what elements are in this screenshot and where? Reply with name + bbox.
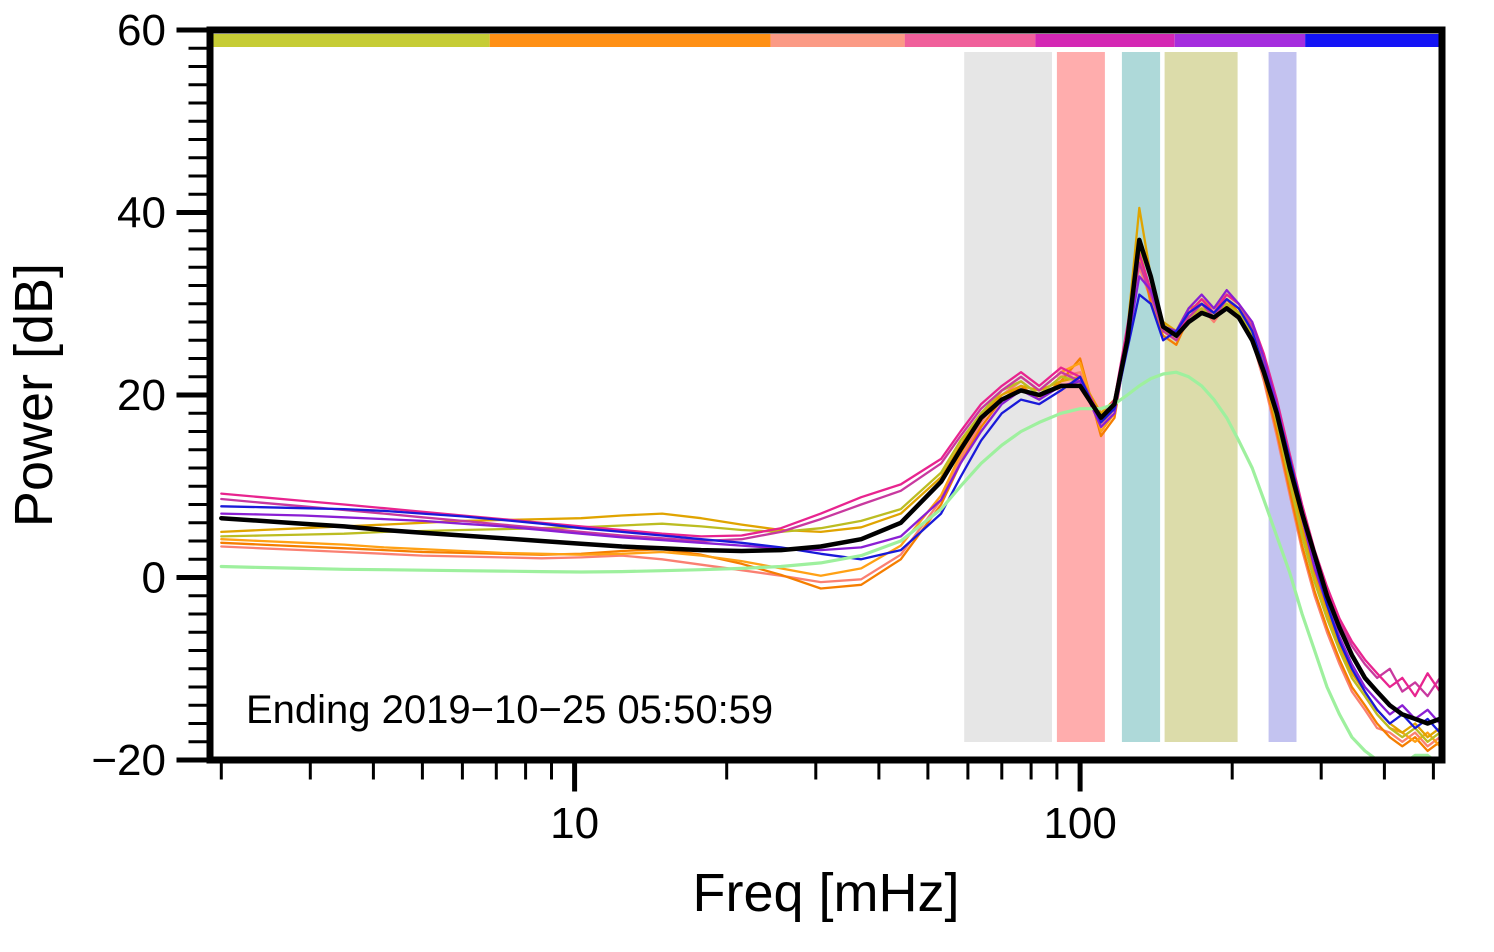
spectra [219,206,1442,760]
x-axis-label: Freq [mHz] [692,863,960,923]
spectrum-blue [220,293,1442,734]
y-tick-label: 60 [117,6,166,55]
colorbar-segment-3 [770,34,905,47]
colorbar-segment-7 [1305,34,1442,47]
colorbar-segment-4 [904,34,1036,47]
band-pink [1056,52,1105,742]
tick-labels: 60 40 20 0 −20 10 100 [91,6,1116,848]
y-tick-label: 0 [142,554,166,603]
colorbar-segment-2 [489,34,771,47]
spectrum-quiet-reference [219,370,1437,760]
band-khaki [1164,52,1238,742]
colorbar-segment-5 [1035,34,1175,47]
spectrum-gold [220,206,1442,739]
band-teal [1121,52,1161,742]
spectrum-orange-2 [220,247,1442,753]
top-colorbar [210,34,1442,47]
spectrum-mean [219,237,1442,726]
y-tick-label: 20 [117,371,166,420]
spectrum-salmon [220,266,1442,748]
y-tick-label: −20 [91,736,166,785]
spectrum-magenta-1 [220,252,1442,698]
x-tick-label: 10 [550,799,599,848]
y-axis-label: Power [dB] [4,262,64,528]
spectrum-olive [220,247,1442,743]
colorbar-segment-6 [1174,34,1306,47]
plot-frame [206,26,1446,764]
ending-time-annotation: Ending 2019−10−25 05:50:59 [246,688,774,732]
y-tick-label: 40 [117,189,166,238]
x-tick-label: 100 [1043,799,1116,848]
colorbar-segment-1 [210,34,490,47]
frequency-bands [964,52,1297,742]
spectrum-orange-1 [220,256,1442,748]
axis-ticks [176,27,1435,792]
